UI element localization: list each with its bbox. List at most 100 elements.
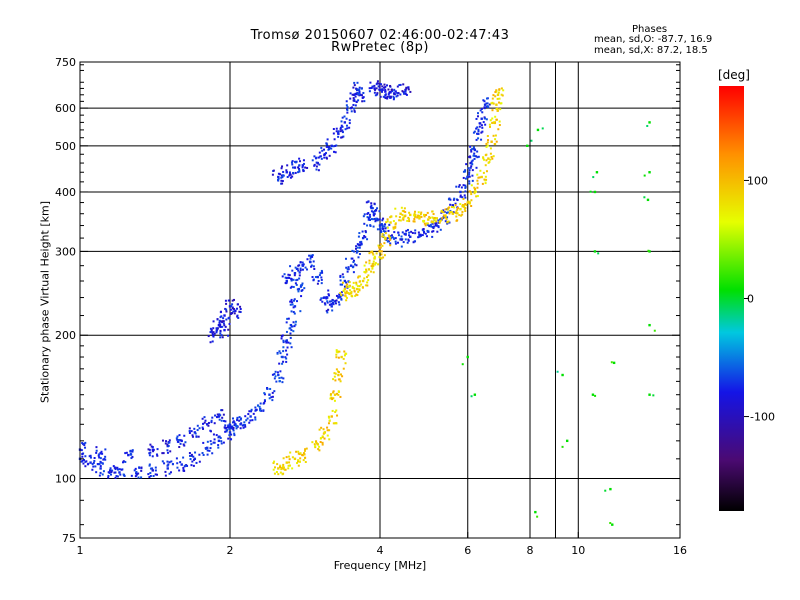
scatter-dot [221,409,223,411]
scatter-dot [87,463,89,465]
scatter-dot [222,317,224,319]
scatter-dot [389,91,391,93]
scatter-dot [352,87,354,89]
data-point [481,118,483,120]
scatter-dot [340,373,342,375]
scatter-dot [295,161,297,163]
scatter-dot [357,256,359,258]
scatter-dot [431,231,433,233]
scatter-dot [325,152,327,154]
scatter-dot [183,435,185,437]
scatter-dot [463,177,465,179]
scatter-dot [97,463,99,465]
x-tick-label: 1 [77,544,84,557]
scatter-dot [98,453,100,455]
scatter-dot [332,410,334,412]
scatter-dot [276,463,278,465]
data-point [337,374,339,376]
scatter-dot [380,243,382,245]
scatter-dot [281,363,283,365]
scatter-dot [299,274,301,276]
scatter-dot [401,90,403,92]
scatter-dot [225,311,227,313]
scatter-dot [260,402,262,404]
scatter-dot [417,215,419,217]
scatter-dot [362,286,364,288]
scatter-dot [84,447,86,449]
scatter-dot [443,214,445,216]
scatter-dot [359,280,361,282]
scatter-dot [384,86,386,88]
scatter-dot [304,450,306,452]
scatter-dot [370,206,372,208]
scatter-dot [422,234,424,236]
scatter-dot [470,165,472,167]
scatter-dot [245,419,247,421]
scatter-dot [190,458,192,460]
scatter-dot [353,282,355,284]
scatter-dot [328,422,330,424]
scatter-dot [249,419,251,421]
scatter-dot [449,204,451,206]
scatter-dot [464,190,466,192]
scatter-dot [282,340,284,342]
scatter-dot [485,103,487,105]
axes: 1 2 4 6 8 10 1675100200300400500600750 [55,56,687,557]
scatter-dot [480,132,482,134]
scatter-dot [205,448,207,450]
data-point [268,394,270,396]
scatter-dot [487,139,489,141]
scatter-dot [191,430,193,432]
scatter-dot [272,392,274,394]
scatter-dot [352,94,354,96]
scatter-dot [269,397,271,399]
scatter-dot [345,362,347,364]
scatter-dot [168,442,170,444]
scatter-dot [597,252,599,254]
scatter-dot [412,232,414,234]
scatter-dot [313,155,315,157]
scatter-dot [374,264,376,266]
scatter-dot [496,119,498,121]
scatter-dot [384,225,386,227]
scatter-dot [435,220,437,222]
scatter-dot [233,422,235,424]
scatter-dot [319,156,321,158]
scatter-dot [335,302,337,304]
scatter-dot [313,260,315,262]
scatter-dot [380,83,382,85]
series-scattered-echoes [462,121,656,526]
scatter-dot [343,358,345,360]
scatter-dot [426,235,428,237]
scatter-dot [285,350,287,352]
scatter-dot [211,417,213,419]
scatter-dot [149,452,151,454]
scatter-dot [230,434,232,436]
scatter-dot [461,211,463,213]
scatter-dot [590,191,592,193]
scatter-dot [289,327,291,329]
scatter-dot [315,440,317,442]
data-point [389,221,391,223]
scatter-dot [475,118,477,120]
data-point [594,191,596,193]
data-point [495,104,497,106]
scatter-dot [359,247,361,249]
scatter-dot [440,219,442,221]
scatter-dot [301,454,303,456]
scatter-dot [371,265,373,267]
scatter-dot [494,143,496,145]
scatter-dot [298,453,300,455]
scatter-dot [247,418,249,420]
scatter-dot [448,198,450,200]
scatter-dot [348,293,350,295]
scatter-dot [349,119,351,121]
scatter-dot [169,450,171,452]
scatter-dot [360,241,362,243]
scatter-dot [243,421,245,423]
scatter-dot [190,464,192,466]
scatter-dot [463,184,465,186]
scatter-dot [219,332,221,334]
scatter-dot [176,457,178,459]
scatter-dot [474,131,476,133]
